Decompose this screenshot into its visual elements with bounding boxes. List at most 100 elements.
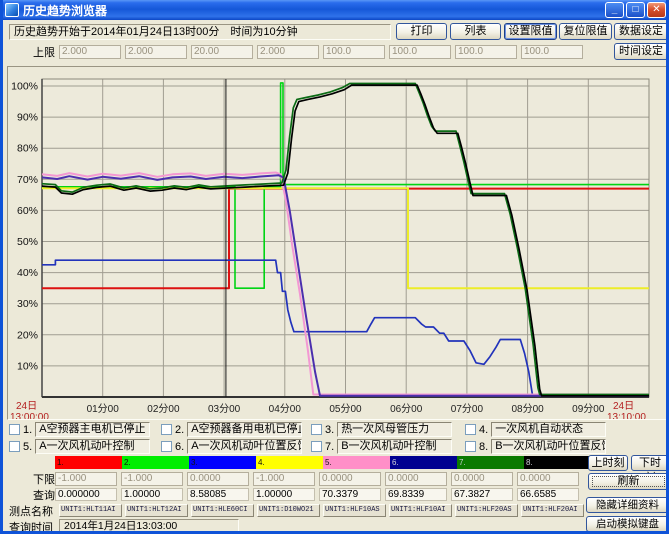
y-tick-label: 60% <box>17 205 38 217</box>
pen-checkbox[interactable] <box>465 441 476 452</box>
pen-checkbox[interactable] <box>161 441 172 452</box>
y-tick-label: 80% <box>17 143 38 155</box>
point-tag: UNIT1:HLF20AS <box>455 504 518 517</box>
upper-limit-field[interactable]: 2.000 <box>257 45 319 59</box>
lower-limit-field[interactable]: -1.000 <box>253 472 315 486</box>
pen-color-cell: 4. <box>256 456 323 469</box>
trend-chart-panel[interactable]: 10% 20% 30% 40% 50% 60% 70% 80% 90% 100% 01分00 02分0… <box>7 66 666 423</box>
pen-checkbox[interactable] <box>161 424 172 435</box>
toolbar-button-2[interactable]: 列表 <box>450 23 501 40</box>
y-tick-label: 20% <box>17 329 38 341</box>
pen-number: 6. <box>392 458 399 467</box>
lower-limit-field[interactable]: -1.000 <box>121 472 183 486</box>
point-tag-cells: UNIT1:HLT11AI UNIT1:HLT12AI UNIT1:HLE60CI U… <box>59 504 587 517</box>
upper-limit-field[interactable]: 2.000 <box>125 45 187 59</box>
close-icon[interactable]: ✕ <box>647 2 666 18</box>
legend-number: 3. <box>325 423 335 436</box>
trend-chart: 10% 20% 30% 40% 50% 60% 70% 80% 90% 100% 01分00 02分0… <box>10 78 650 423</box>
pen-checkbox[interactable] <box>9 424 20 435</box>
toolbar-button-4[interactable]: 复位限值 <box>559 23 612 40</box>
pen-color-cell: 6. <box>390 456 457 469</box>
query-value: 67.3827 <box>451 488 513 501</box>
pen-checkbox[interactable] <box>311 424 322 435</box>
trend-line-3 <box>42 259 649 396</box>
lower-limit-field[interactable]: 0.0000 <box>517 472 579 486</box>
legend-item-6: 6. A一次风机动叶位置反馈 <box>161 439 303 454</box>
point-tag: UNIT1:D10WO21 <box>257 504 320 517</box>
legend-label: A空预器主电机已停止 <box>35 422 151 437</box>
legend-item-2: 2. A空预器备用电机已停止 <box>161 422 303 437</box>
y-tick-label: 10% <box>17 360 38 372</box>
query-value: 1.00000 <box>253 488 315 501</box>
upper-limit-field[interactable]: 100.0 <box>455 45 517 59</box>
x-tick-label: 06分00 <box>390 403 423 415</box>
toolbar-button-5[interactable]: 数据设定 <box>614 23 666 40</box>
lower-limit-field[interactable]: 0.0000 <box>319 472 381 486</box>
query-time-value: 2014年1月24日13:03:00 <box>59 519 239 531</box>
toolbar-button-3[interactable]: 设置限值 <box>504 23 557 40</box>
point-tag: UNIT1:HLT11AI <box>59 504 122 517</box>
query-time-label: 查询时间 <box>9 522 53 534</box>
pen-number: 5. <box>325 458 332 467</box>
legend-number: 5. <box>23 440 33 453</box>
legend-item-8: 8. B一次风机动叶位置反馈 <box>465 439 607 454</box>
legend-item-3: 3. 热一次风母管压力 <box>311 422 453 437</box>
pen-color-cell: 5. <box>323 456 390 469</box>
upper-limit-field[interactable]: 20.00 <box>191 45 253 59</box>
pen-number: 1. <box>57 458 64 467</box>
legend-item-1: 1. A空预器主电机已停止 <box>9 422 151 437</box>
pen-number: 3. <box>191 458 198 467</box>
prev-time-button[interactable]: 上时刻 <box>588 455 628 471</box>
lower-limit-field[interactable]: -1.000 <box>55 472 117 486</box>
upper-limit-label: 上限 <box>33 47 55 59</box>
legend-number: 2. <box>175 423 185 436</box>
upper-limit-field[interactable]: 100.0 <box>323 45 385 59</box>
pen-number: 7. <box>459 458 466 467</box>
point-tag: UNIT1:HLT12AI <box>125 504 188 517</box>
minimize-icon[interactable]: _ <box>605 2 624 18</box>
pen-checkbox[interactable] <box>311 441 322 452</box>
x-axis-time-label: 13:00:00 <box>10 412 49 419</box>
pen-number: 8. <box>526 458 533 467</box>
refresh-button[interactable]: 刷新 <box>588 473 666 490</box>
y-tick-label: 90% <box>17 112 38 124</box>
query-value: 66.6585 <box>517 488 579 501</box>
upper-limit-field[interactable]: 2.000 <box>59 45 121 59</box>
query-value: 70.3379 <box>319 488 381 501</box>
toolbar-button-1[interactable]: 打印 <box>396 23 447 40</box>
next-time-button[interactable]: 下时刻 <box>631 455 666 484</box>
query-value: 8.58085 <box>187 488 249 501</box>
y-tick-label: 30% <box>17 298 38 310</box>
x-tick-label: 01分00 <box>87 403 120 415</box>
time-setting-button[interactable]: 时间设定 <box>614 43 666 60</box>
query-label: 查询 <box>33 490 55 502</box>
lower-limit-label: 下限 <box>33 474 55 486</box>
soft-keyboard-button[interactable]: 启动模拟键盘 <box>586 516 666 531</box>
trend-line-7 <box>41 82 649 396</box>
pen-checkbox[interactable] <box>465 424 476 435</box>
lower-limit-field[interactable]: 0.0000 <box>385 472 447 486</box>
legend-label: B一次风机动叶位置反馈 <box>491 439 607 454</box>
trend-line-8 <box>41 84 649 397</box>
legend-label: A一次风机动叶位置反馈 <box>187 439 303 454</box>
query-value: 0.000000 <box>55 488 117 501</box>
query-value-cells: 0.000000 1.00000 8.58085 1.00000 70.3379 69.8… <box>55 488 583 501</box>
legend-item-7: 7. B一次风机动叶控制 <box>311 439 453 454</box>
point-tag: UNIT1:HLF20AI <box>521 504 584 517</box>
legend-number: 4. <box>479 423 489 436</box>
upper-limit-fields: 2.000 2.000 20.00 2.000 100.0 100.0 100.0 100.0 <box>59 45 587 59</box>
pen-checkbox[interactable] <box>9 441 20 452</box>
maximize-icon[interactable]: □ <box>626 2 645 18</box>
pen-color-bar: 1. 2. 3. 4. 5. 6. 7. 8. <box>55 456 591 469</box>
upper-limit-field[interactable]: 100.0 <box>389 45 451 59</box>
lower-limit-field[interactable]: 0.0000 <box>451 472 513 486</box>
title-bar[interactable]: 历史趋势浏览器 _ □ ✕ <box>3 0 666 20</box>
pen-color-cell: 7. <box>457 456 524 469</box>
legend-label: 热一次风母管压力 <box>337 422 453 437</box>
x-tick-label: 05分00 <box>329 403 362 415</box>
lower-limit-field[interactable]: 0.0000 <box>187 472 249 486</box>
y-tick-label: 40% <box>17 267 38 279</box>
trend-line-5 <box>41 171 649 396</box>
hide-details-button[interactable]: 隐藏详细资料 <box>586 497 666 513</box>
upper-limit-field[interactable]: 100.0 <box>521 45 583 59</box>
